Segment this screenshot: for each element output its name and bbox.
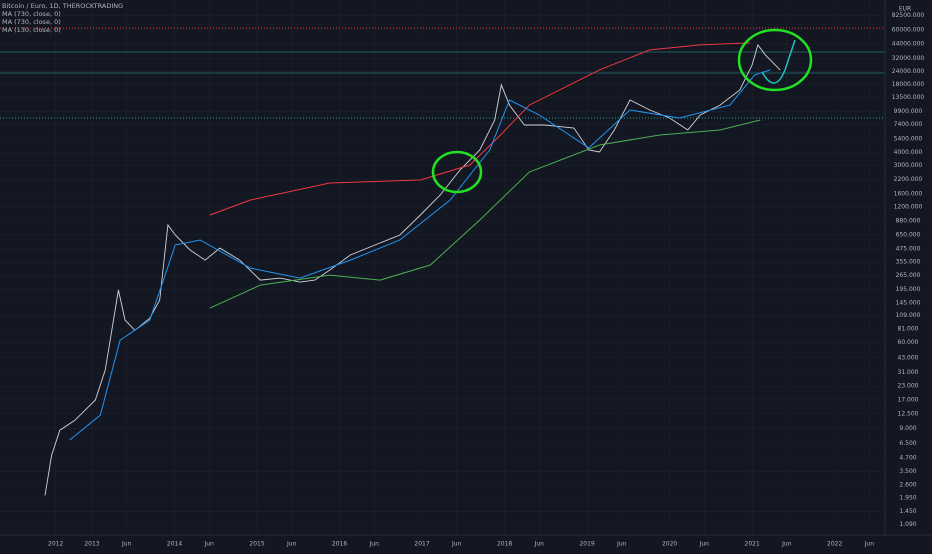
chart-title: Bitcoin / Euro, 1D, THEROCKTRADING [2, 2, 123, 10]
axes: 82500.000 60000.000 44000.000 32000.000 2400… [48, 12, 924, 548]
x-tick-label: Jun [369, 541, 380, 548]
y-tick-label: 1.450 [899, 508, 916, 515]
annotation-circle [737, 28, 813, 92]
x-tick-label: 2016 [332, 541, 347, 548]
y-tick-label: 9900.000 [894, 108, 923, 115]
y-tick-label: 109.000 [896, 312, 921, 319]
y-tick-label: 2200.000 [894, 176, 923, 183]
x-tick-label: 2018 [497, 541, 512, 548]
y-tick-label: 6.500 [899, 440, 916, 447]
y-tick-label: 145.000 [896, 299, 921, 306]
x-tick-label: Jun [203, 541, 214, 548]
y-tick-label: 13500.000 [892, 94, 925, 101]
grid [0, 0, 885, 535]
x-tick-label: 2020 [662, 541, 677, 548]
y-tick-label: 44000.000 [892, 40, 925, 47]
y-tick-label: 24000.000 [892, 68, 925, 75]
y-tick-label: 81.000 [898, 326, 919, 333]
y-tick-label: 265.000 [896, 272, 921, 279]
y-tick-label: 1.090 [899, 521, 916, 528]
y-tick-label: 60000.000 [892, 26, 925, 33]
y-tick-label: 355.000 [896, 259, 921, 266]
currency-label: EUR [899, 6, 911, 13]
y-tick-label: 3000.000 [894, 162, 923, 169]
projection-curve [761, 39, 796, 84]
x-tick-label: Jun [121, 541, 132, 548]
y-tick-label: 5400.000 [894, 135, 923, 142]
y-tick-label: 2.600 [899, 481, 916, 488]
y-tick-label: 1.950 [899, 494, 916, 501]
x-tick-label: Jun [864, 541, 875, 548]
x-tick-label: 2014 [167, 541, 182, 548]
x-tick-label: 2019 [579, 541, 594, 548]
plot [44, 42, 781, 496]
x-tick-label: Jun [534, 541, 545, 548]
legend-entry: MA (730, close, 0) [2, 18, 61, 26]
y-tick-label: 880.000 [896, 218, 921, 225]
y-tick-label: 4.700 [899, 455, 916, 462]
ma-line [209, 42, 750, 216]
y-tick-label: 195.000 [896, 286, 921, 293]
y-tick-label: 32000.000 [892, 55, 925, 62]
x-tick-label: 2013 [84, 541, 99, 548]
y-tick-label: 650.000 [896, 231, 921, 238]
x-tick-label: 2022 [827, 541, 842, 548]
x-tick-label: 2017 [414, 541, 429, 548]
y-tick-label: 31.000 [898, 369, 919, 376]
x-tick-label: 2021 [745, 541, 760, 548]
ma-line [69, 69, 771, 441]
x-tick-label: Jun [781, 541, 792, 548]
legend-entry: MA (130, close, 0) [2, 26, 61, 34]
x-tick-label: Jun [286, 541, 297, 548]
y-tick-label: 23.000 [898, 383, 919, 390]
x-tick-label: Jun [699, 541, 710, 548]
y-tick-label: 9.000 [899, 425, 916, 432]
price-line [44, 43, 781, 496]
y-tick-label: 60.000 [898, 339, 919, 346]
x-tick-label: 2012 [48, 541, 63, 548]
legend-entry: MA (730, close, 0) [2, 10, 61, 18]
y-tick-label: 475.000 [896, 246, 921, 253]
y-tick-label: 82500.000 [892, 12, 925, 19]
x-tick-label: Jun [616, 541, 627, 548]
annotation-circle [431, 150, 483, 194]
y-tick-label: 4000.000 [894, 149, 923, 156]
y-tick-label: 18000.000 [892, 81, 925, 88]
y-tick-label: 3.500 [899, 468, 916, 475]
y-tick-label: 1600.000 [894, 191, 923, 198]
y-tick-label: 17.000 [898, 396, 919, 403]
ma-line [209, 119, 761, 309]
y-tick-label: 43.000 [898, 354, 919, 361]
x-tick-label: 2015 [249, 541, 264, 548]
y-tick-label: 1200.000 [894, 204, 923, 211]
y-tick-label: 12.500 [898, 410, 919, 417]
x-tick-label: Jun [451, 541, 462, 548]
y-tick-label: 7400.000 [894, 121, 923, 128]
